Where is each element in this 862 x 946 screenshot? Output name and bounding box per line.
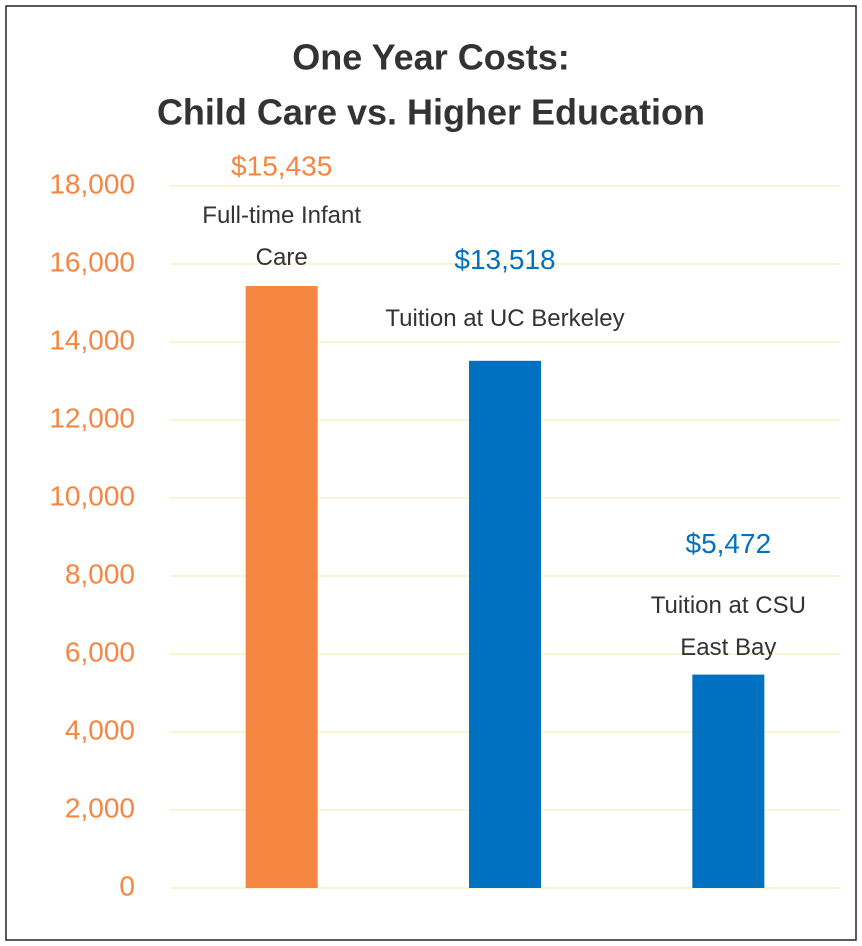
frame: [5, 5, 857, 941]
bar: [469, 360, 541, 889]
category-label: Tuition at CSU East Bay: [650, 592, 806, 661]
y-tick-label: 8,000: [65, 558, 135, 589]
y-tick-label: 6,000: [65, 636, 135, 667]
data-label: $13,518: [454, 244, 555, 275]
data-label: $15,435: [231, 150, 332, 181]
y-tick-label: 10,000: [49, 480, 135, 511]
y-tick-label: 18,000: [49, 168, 135, 199]
y-tick-label: 16,000: [49, 246, 135, 277]
y-tick-label: 0: [119, 870, 135, 901]
y-tick-label: 2,000: [65, 792, 135, 823]
category-label: Full-time Infant Care: [202, 202, 362, 271]
y-tick-label: 12,000: [49, 402, 135, 433]
data-label: $5,472: [686, 528, 772, 559]
chart-title: One Year Costs:: [292, 37, 569, 78]
y-tick-label: 4,000: [65, 714, 135, 745]
bar: [245, 286, 318, 888]
chart-title: Child Care vs. Higher Education: [157, 92, 705, 133]
category-label: Tuition at UC Berkeley: [385, 305, 625, 332]
bar: [692, 674, 765, 888]
y-tick-label: 14,000: [49, 324, 135, 355]
